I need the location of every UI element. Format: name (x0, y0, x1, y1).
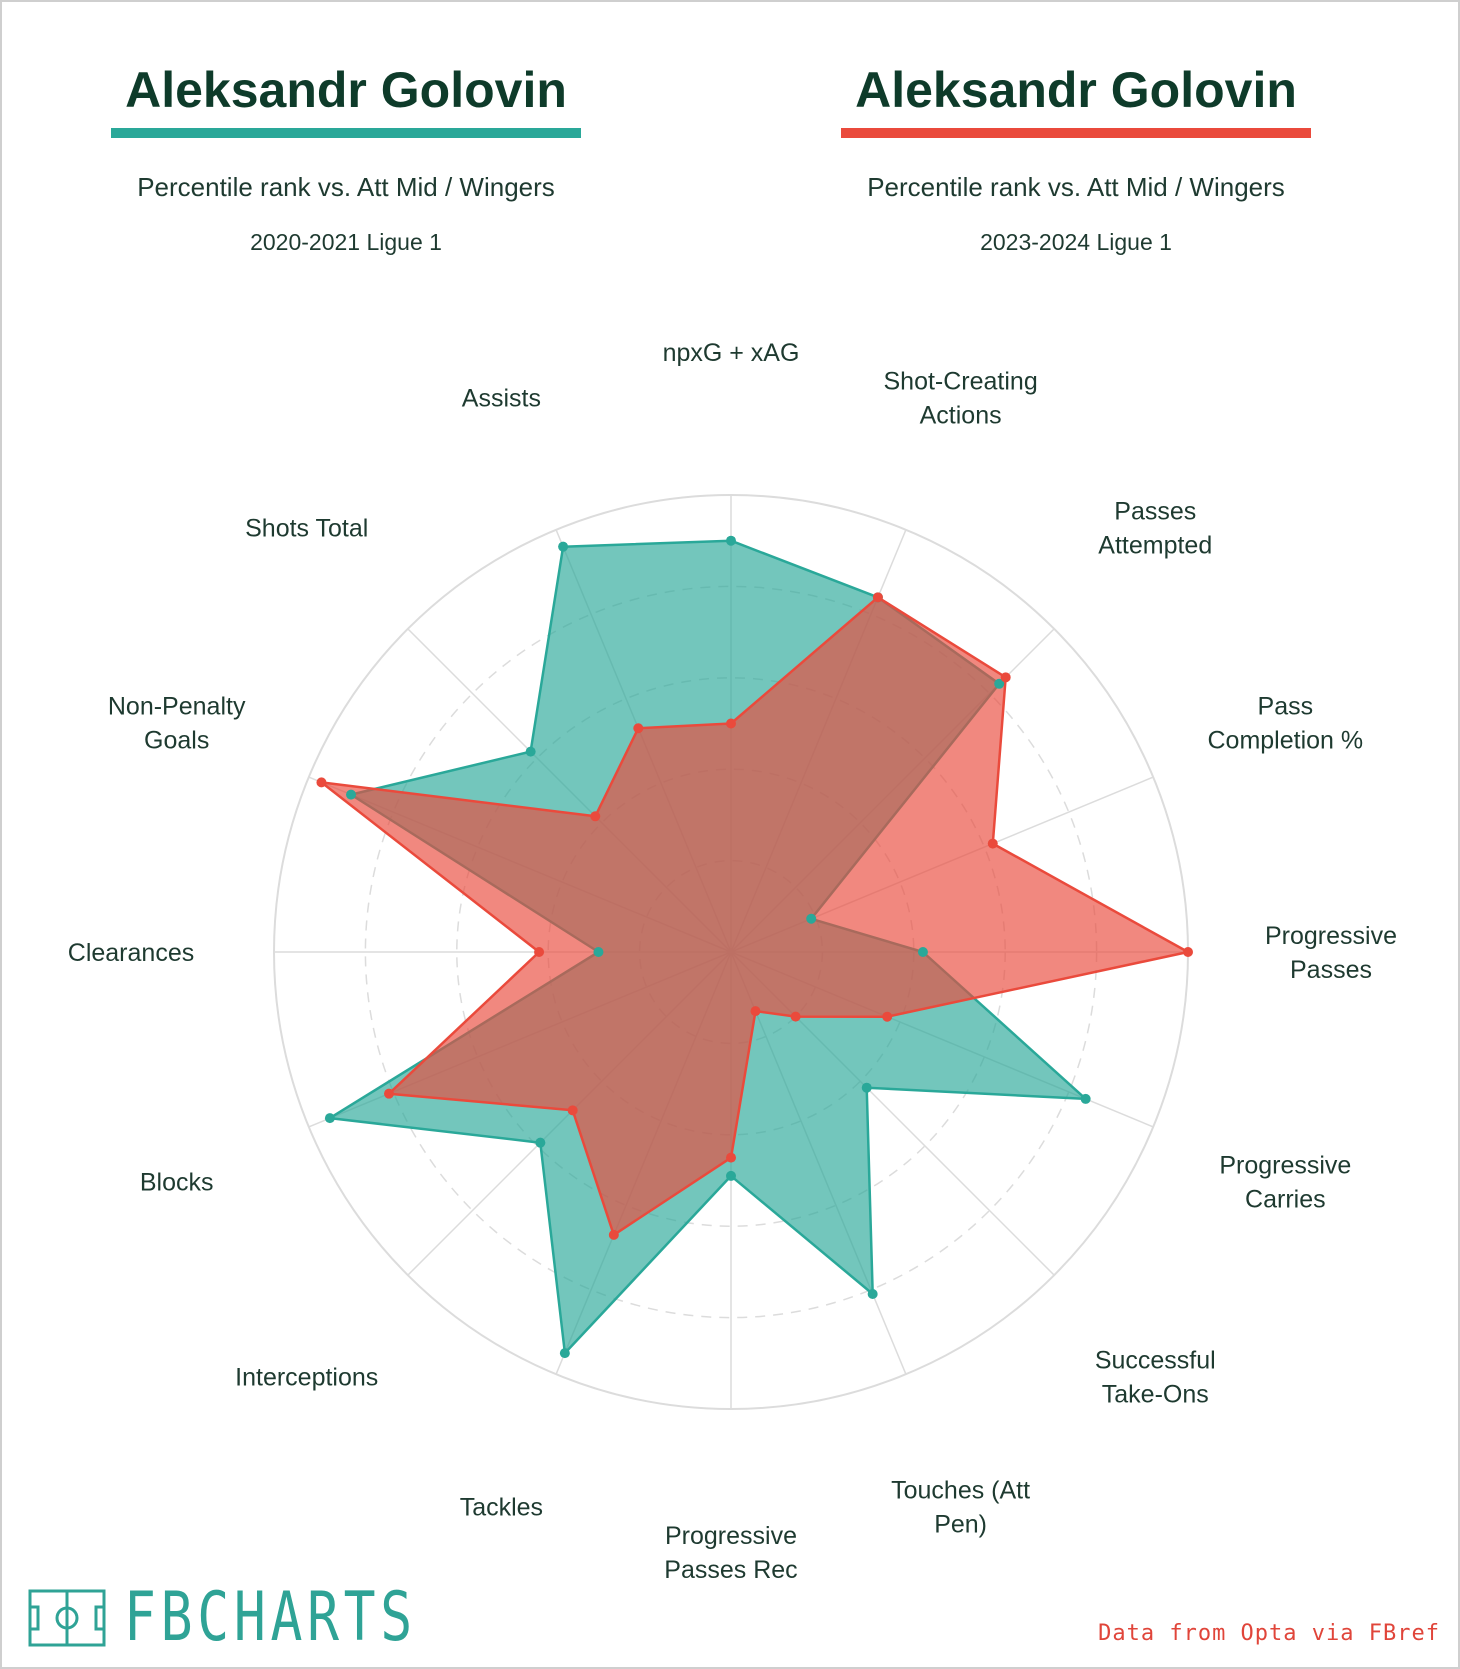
series-1-point (1080, 1093, 1091, 1104)
series-1-point (324, 1113, 335, 1124)
axis-label: npxG + xAG (663, 339, 800, 367)
series-1-point (593, 947, 604, 957)
fbcharts-logo: FBCHARTS (28, 1578, 500, 1657)
axis-label: Blocks (140, 1169, 214, 1197)
series-2-point (790, 1011, 801, 1022)
series-2-point (1000, 672, 1011, 683)
axis-label: Non-Penalty Goals (108, 692, 246, 754)
data-credit: Data from Opta via FBref (1098, 1621, 1440, 1646)
series-1-point (867, 1288, 878, 1299)
right-player-name: Aleksandr Golovin (855, 62, 1297, 118)
series-1-point (917, 947, 928, 957)
pitch-icon (28, 1589, 106, 1647)
axis-label: Passes Attempted (1098, 498, 1212, 560)
series-2-point (384, 1088, 395, 1099)
series-1-point (535, 1137, 546, 1148)
left-header: Aleksandr Golovin Percentile rank vs. At… (46, 54, 646, 256)
series-2-point (987, 838, 998, 849)
left-player-name: Aleksandr Golovin (125, 62, 567, 118)
series-2-point (882, 1011, 893, 1022)
brand-text: FBCHARTS (124, 1578, 417, 1657)
series-1-point (806, 913, 817, 924)
series-1-point (994, 678, 1005, 689)
axis-label: Shot-Creating Actions (883, 368, 1037, 430)
series-2-point (590, 811, 601, 822)
right-season: 2023-2024 Ligue 1 (980, 229, 1172, 255)
series-1-point (558, 541, 569, 552)
series-1-point (346, 789, 357, 800)
left-season: 2020-2021 Ligue 1 (250, 229, 442, 255)
left-subtitle: Percentile rank vs. Att Mid / Wingers (137, 172, 555, 202)
axis-label: Pass Completion % (1208, 692, 1364, 754)
series-2-point (872, 592, 883, 603)
axis-label: Clearances (68, 939, 194, 967)
axis-label: Assists (462, 385, 541, 413)
series-2-point (750, 1006, 761, 1017)
series-2-point (608, 1229, 619, 1240)
axis-label: Successful Take-Ons (1095, 1346, 1216, 1408)
axis-label: Touches (Att Pen) (891, 1476, 1030, 1538)
series-2-point (726, 718, 736, 729)
series-2-point (726, 1152, 736, 1163)
series-2-point (633, 723, 644, 734)
axis-label: Progressive Passes Rec (664, 1522, 797, 1584)
series-1-point (861, 1082, 872, 1093)
right-subtitle: Percentile rank vs. Att Mid / Wingers (867, 172, 1285, 202)
series-1-point (726, 1170, 736, 1181)
series-2-point (1183, 947, 1193, 957)
series-1-point (525, 746, 536, 757)
axis-label: Progressive Carries (1219, 1152, 1351, 1214)
right-series-underline (841, 128, 1311, 138)
series-2-point (567, 1105, 578, 1116)
axis-label: Tackles (460, 1493, 543, 1521)
left-series-underline (111, 128, 581, 138)
axis-label: Progressive Passes (1265, 922, 1397, 984)
series-2-point (534, 947, 545, 957)
axis-label: Interceptions (235, 1363, 378, 1391)
series-2-point (316, 777, 327, 788)
series-1-point (726, 535, 736, 546)
series-1-point (559, 1348, 570, 1359)
axis-label: Shots Total (245, 515, 368, 543)
right-header: Aleksandr Golovin Percentile rank vs. At… (776, 54, 1376, 256)
